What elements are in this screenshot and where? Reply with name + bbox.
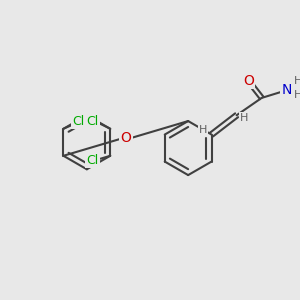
Text: H: H bbox=[294, 90, 300, 100]
Text: H: H bbox=[294, 76, 300, 85]
Text: Cl: Cl bbox=[87, 115, 99, 128]
Text: Cl: Cl bbox=[73, 115, 85, 128]
Text: Cl: Cl bbox=[87, 154, 99, 167]
Text: O: O bbox=[120, 131, 131, 146]
Text: O: O bbox=[243, 74, 254, 88]
Text: N: N bbox=[282, 83, 292, 97]
Text: H: H bbox=[199, 125, 207, 135]
Text: H: H bbox=[240, 113, 248, 123]
